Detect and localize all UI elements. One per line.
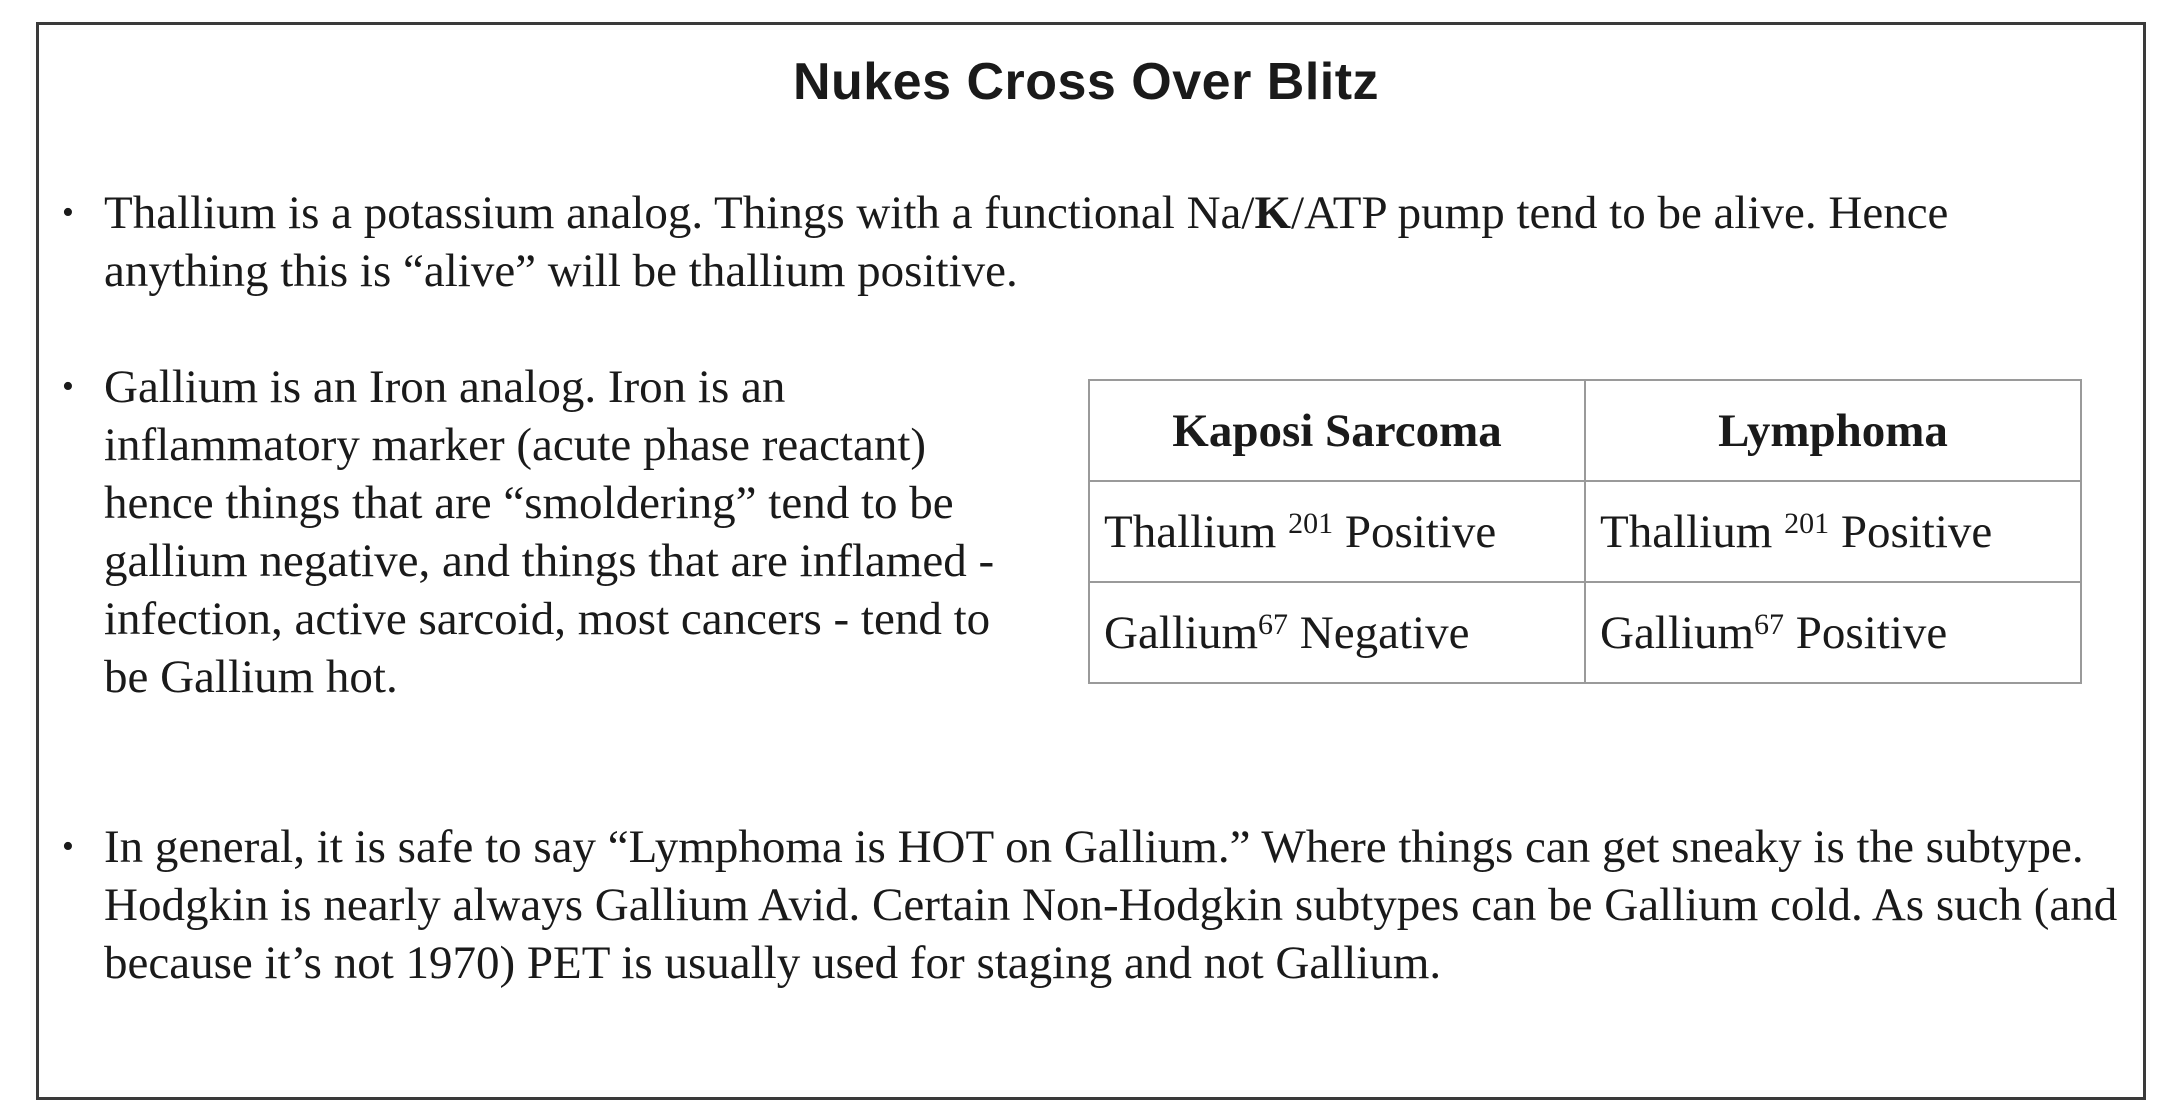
bullet-text: Thallium is a potassium analog. Things w… [104,187,1949,297]
bullet-lymphoma: • In general, it is safe to say “Lymphom… [60,818,2120,992]
table-row: Thallium 201 Positive Thallium 201 Posit… [1088,480,2082,583]
table-row: Gallium67 Negative Gallium67 Positive [1088,581,2082,684]
table-cell: Gallium67 Positive [1584,581,2082,684]
header-lymphoma: Lymphoma [1584,379,2082,482]
comparison-table: Kaposi Sarcoma Lymphoma Thallium 201 Pos… [1088,379,2082,684]
slide-frame [36,22,2146,1100]
bullet-dot: • [62,828,74,865]
table-cell: Gallium67 Negative [1088,581,1586,684]
bullet-gallium: • Gallium is an Iron analog. Iron is an … [60,358,1020,706]
bullet-text: Gallium is an Iron analog. Iron is an in… [104,361,995,703]
table-cell: Thallium 201 Positive [1584,480,2082,583]
bullet-dot: • [62,194,74,231]
bullet-text: In general, it is safe to say “Lymphoma … [104,821,2118,989]
table-header-row: Kaposi Sarcoma Lymphoma [1088,379,2082,482]
header-kaposi-sarcoma: Kaposi Sarcoma [1088,379,1586,482]
bullet-dot: • [62,368,74,405]
bullet-thallium: • Thallium is a potassium analog. Things… [60,184,2120,300]
table-cell: Thallium 201 Positive [1088,480,1586,583]
slide-title: Nukes Cross Over Blitz [792,53,1380,111]
